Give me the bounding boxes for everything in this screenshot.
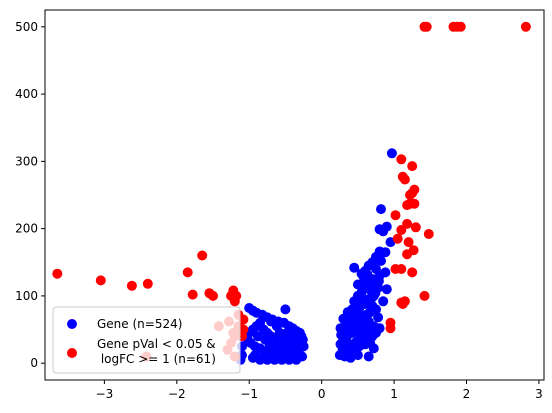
plot-frame	[44, 9, 545, 381]
x-tick-label: 0	[318, 387, 326, 401]
scatter-point	[365, 325, 376, 336]
scatter-point	[260, 334, 271, 345]
x-tick-label: −1	[240, 387, 258, 401]
scatter-point	[402, 200, 413, 211]
series-gene	[235, 148, 397, 365]
scatter-point	[334, 350, 345, 361]
y-tick-label: 0	[30, 356, 38, 370]
scatter-point	[289, 343, 300, 354]
scatter-point	[407, 267, 418, 278]
scatter-point	[363, 351, 374, 362]
scatter-point	[266, 316, 276, 327]
y-tick-label: 400	[15, 87, 38, 101]
scatter-point	[257, 352, 268, 363]
scatter-point	[280, 304, 291, 315]
scatter-point	[208, 290, 218, 301]
scatter-point	[365, 278, 376, 289]
scatter-point	[126, 280, 137, 291]
scatter-point	[423, 229, 434, 239]
series-significant	[52, 21, 531, 362]
scatter-point	[376, 255, 386, 266]
scatter-point	[390, 210, 401, 221]
legend-marker-gene	[67, 319, 77, 329]
scatter-point	[284, 354, 295, 365]
scatter-point	[335, 339, 346, 350]
scatter-point	[52, 268, 63, 279]
scatter-point	[349, 262, 360, 273]
scatter-point	[407, 161, 418, 172]
scatter-point	[421, 21, 432, 32]
scatter-point	[276, 354, 287, 365]
scatter-point	[402, 249, 413, 260]
scatter-point	[229, 296, 240, 307]
scatter-point	[373, 312, 384, 323]
y-tick-label: 200	[15, 222, 38, 236]
scatter-point	[271, 346, 282, 357]
scatter-point	[405, 190, 415, 200]
scatter-point	[197, 250, 208, 261]
x-tick-label: 2	[463, 387, 471, 401]
scatter-point	[340, 321, 351, 332]
legend-label-gene: Gene (n=524)	[97, 317, 182, 331]
legend-marker-significant	[67, 348, 77, 358]
scatter-point	[374, 224, 385, 235]
scatter-point	[399, 174, 410, 185]
legend: Gene (n=524) Gene pVal < 0.05 & logFC >=…	[52, 306, 241, 374]
scatter-point	[362, 269, 373, 280]
scatter-point	[182, 267, 193, 278]
legend-box	[52, 306, 241, 374]
scatter-point	[368, 343, 379, 354]
scatter-point	[455, 21, 466, 32]
x-tick-label: 3	[535, 387, 543, 401]
scatter-point	[403, 237, 414, 248]
scatter-point	[385, 323, 396, 334]
scatter-point	[361, 309, 372, 320]
scatter-point	[376, 204, 386, 215]
scatter-point	[336, 329, 347, 340]
scatter-point	[396, 225, 407, 235]
scatter-point	[392, 233, 403, 244]
y-tick-label: 300	[15, 154, 38, 168]
scatter-point	[281, 327, 292, 338]
scatter-point	[380, 267, 391, 278]
scatter-point	[350, 314, 361, 325]
scatter-point	[374, 323, 385, 334]
scatter-point	[373, 276, 384, 287]
scatter-point	[370, 288, 381, 299]
scatter-point	[381, 284, 392, 295]
x-tick-label: −2	[168, 387, 186, 401]
scatter-point	[269, 354, 280, 365]
legend-label-significant: Gene pVal < 0.05 & logFC >= 1 (n=61)	[97, 337, 219, 366]
x-axis: −3 −2 −1 0 1 2 3	[96, 380, 543, 401]
scatter-point	[396, 154, 407, 165]
series-layer	[52, 21, 531, 365]
y-tick-label: 100	[15, 289, 38, 303]
legend-label-significant-line-2: logFC >= 1 (n=61)	[97, 352, 216, 366]
scatter-point	[187, 289, 198, 300]
scatter-point	[380, 247, 391, 258]
scatter-point	[386, 148, 397, 159]
scatter-point	[378, 296, 389, 307]
scatter-point	[410, 222, 421, 233]
scatter-point	[390, 264, 401, 274]
x-tick-label: −3	[96, 387, 114, 401]
legend-label-significant-line-1: Gene pVal < 0.05 &	[97, 337, 219, 351]
scatter-point	[95, 275, 106, 286]
y-axis: 0 100 200 300 400 500	[15, 20, 45, 370]
scatter-point	[142, 278, 153, 289]
x-tick-label: 1	[390, 387, 398, 401]
scatter-point	[357, 284, 368, 295]
scatter-point	[419, 290, 430, 301]
scatter-point	[238, 314, 249, 325]
scatter-point	[399, 296, 410, 307]
y-tick-label: 500	[15, 20, 38, 34]
scatter-point	[520, 21, 531, 32]
